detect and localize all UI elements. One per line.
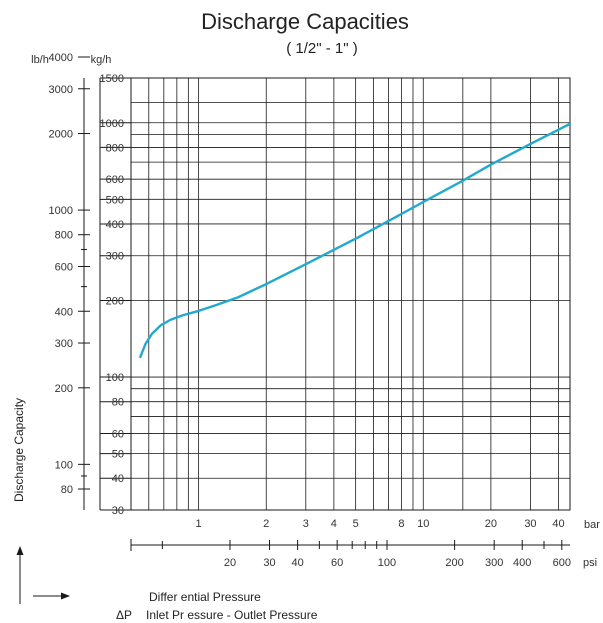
delta-p-symbol: ΔP — [116, 608, 132, 622]
plot-frame — [130, 77, 571, 511]
lb-tick-label: 600 — [55, 261, 73, 273]
kg-tick-label: 50 — [112, 449, 124, 461]
chart-title: Discharge Capacities — [201, 9, 409, 34]
kg-tick-label: 30 — [112, 505, 124, 517]
psi-tick-label: 400 — [513, 557, 531, 569]
lb-tick-label: 800 — [55, 230, 73, 242]
kg-tick-label: 80 — [112, 397, 124, 409]
lb-tick-label: 3000 — [49, 84, 73, 96]
lb-axis: 80 100 200 300 400 600 800 1000 2000 3000 4000 — [49, 52, 90, 510]
kg-tick-label: 800 — [106, 142, 124, 154]
bar-tick-label: 20 — [485, 518, 497, 530]
unit-bar: bar — [584, 519, 600, 531]
kg-tick-label: 1500 — [100, 73, 124, 85]
series-layer — [139, 122, 572, 359]
psi-tick-label: 200 — [445, 557, 463, 569]
lb-tick-label: 300 — [55, 338, 73, 350]
bar-tick-label: 5 — [353, 518, 359, 530]
bar-axis: 1 2 3 4 5 8 10 20 30 40 — [196, 518, 565, 530]
up-arrow-icon — [16, 546, 24, 604]
kg-tick-label: 500 — [106, 194, 124, 206]
psi-tick-label: 100 — [378, 557, 396, 569]
kg-tick-label: 100 — [106, 372, 124, 384]
kg-tick-label: 400 — [106, 219, 124, 231]
lb-tick-label: 200 — [55, 383, 73, 395]
bar-tick-label: 1 — [196, 518, 202, 530]
chart-subtitle: ( 1/2" - 1" ) — [286, 40, 358, 57]
bar-tick-label: 10 — [417, 518, 429, 530]
right-arrow-icon — [33, 592, 70, 600]
kg-tick-label: 40 — [112, 473, 124, 485]
lb-tick-label: 4000 — [49, 52, 73, 64]
psi-tick-label: 30 — [263, 557, 275, 569]
kg-axis: 30 40 50 60 80 100 200 300 400 500 600 800 1000 1500 — [99, 73, 131, 517]
unit-kg-per-hour: kg/h — [91, 54, 112, 66]
bar-tick-label: 30 — [524, 518, 536, 530]
capacity-curve — [139, 122, 572, 359]
psi-tick-label: 20 — [224, 557, 236, 569]
psi-tick-label: 300 — [485, 557, 503, 569]
kg-tick-label: 60 — [112, 428, 124, 440]
lb-tick-label: 2000 — [49, 129, 73, 141]
bar-tick-label: 4 — [331, 518, 337, 530]
kg-tick-label: 200 — [106, 296, 124, 308]
lb-tick-label: 1000 — [49, 205, 73, 217]
unit-lb-per-hour: lb/h — [31, 54, 49, 66]
kg-tick-label: 1000 — [100, 118, 124, 130]
psi-tick-label: 60 — [331, 557, 343, 569]
grid-lines — [131, 77, 570, 511]
y-axis-title: Discharge Capacity — [12, 398, 26, 502]
unit-psi: psi — [583, 557, 597, 569]
x-axis-title: Differ ential Pressure — [149, 590, 261, 604]
kg-tick-label: 600 — [106, 174, 124, 186]
kg-tick-label: 300 — [106, 251, 124, 263]
bar-tick-label: 8 — [398, 518, 404, 530]
bar-tick-label: 2 — [263, 518, 269, 530]
psi-tick-label: 40 — [291, 557, 303, 569]
psi-tick-label: 600 — [553, 557, 571, 569]
lb-tick-label: 80 — [61, 484, 73, 496]
bar-tick-label: 40 — [552, 518, 564, 530]
lb-tick-label: 400 — [55, 306, 73, 318]
bar-tick-label: 3 — [303, 518, 309, 530]
lb-tick-label: 100 — [55, 459, 73, 471]
psi-axis: 20 30 40 60 100 200 300 400 600 — [130, 539, 571, 569]
x-axis-formula: Inlet Pr essure - Outlet Pressure — [146, 608, 318, 622]
